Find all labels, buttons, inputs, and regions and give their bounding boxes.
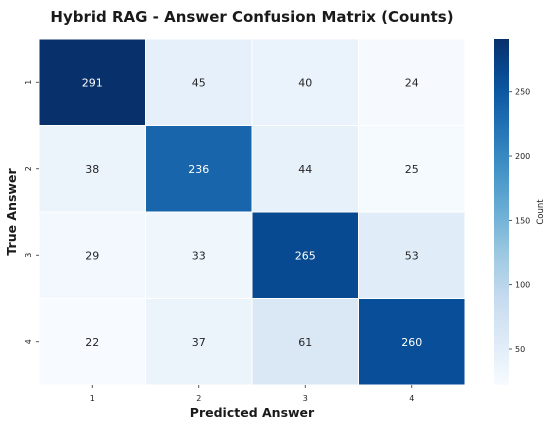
cell-value-label: 38: [85, 163, 99, 176]
cell-value-label: 291: [82, 76, 103, 89]
heatmap-cells: 291 45 40 24 38 236 44 25 29 33 265 53 22 37 61 260: [38, 38, 466, 386]
x-tick-label: 3: [303, 394, 308, 403]
colorbar-gradient: [494, 39, 509, 385]
heatmap-cell: [251, 298, 359, 386]
heatmap-cell: [358, 38, 466, 126]
cell-value-label: 265: [295, 249, 316, 262]
y-tick-label: 2: [24, 166, 33, 171]
heatmap-cell: [145, 38, 253, 126]
y-tick-label: 1: [24, 80, 33, 85]
cell-value-label: 29: [85, 249, 99, 262]
cell-value-label: 40: [298, 76, 312, 89]
x-tick-labels: 1 2 3 4: [90, 385, 414, 403]
cell-value-label: 24: [405, 76, 419, 89]
y-tick-labels: 1 2 3 4: [24, 80, 39, 344]
colorbar-tick-label: 50: [515, 345, 525, 354]
heatmap-cell: [145, 298, 253, 386]
heatmap-cell: [145, 125, 253, 213]
x-tick-label: 4: [409, 394, 414, 403]
heatmap-cell: [145, 211, 253, 299]
heatmap-cell: [38, 298, 146, 386]
cell-value-label: 25: [405, 163, 419, 176]
cell-value-label: 33: [192, 249, 206, 262]
cell-value-label: 53: [405, 249, 419, 262]
y-tick-label: 3: [24, 253, 33, 258]
cell-value-label: 45: [192, 76, 206, 89]
cell-value-label: 260: [401, 336, 422, 349]
chart-title: Hybrid RAG - Answer Confusion Matrix (Co…: [50, 8, 453, 26]
y-axis-label: True Answer: [4, 168, 19, 256]
x-tick-label: 2: [196, 394, 201, 403]
heatmap-cell: [38, 125, 146, 213]
heatmap-cell: [38, 38, 146, 126]
y-tick-label: 4: [24, 339, 33, 344]
heatmap-cell: [358, 298, 466, 386]
colorbar: 50 100 150 200 250 Count: [494, 39, 546, 385]
heatmap-cell: [358, 211, 466, 299]
cell-value-label: 44: [298, 163, 312, 176]
heatmap-cell: [358, 125, 466, 213]
heatmap-cell: [251, 38, 359, 126]
cell-value-label: 37: [192, 336, 206, 349]
colorbar-label: Count: [536, 199, 546, 225]
colorbar-tick-label: 250: [515, 88, 530, 97]
x-axis-label: Predicted Answer: [190, 405, 315, 420]
colorbar-tick-label: 200: [515, 152, 530, 161]
cell-value-label: 22: [85, 336, 99, 349]
x-tick-label: 1: [90, 394, 95, 403]
colorbar-tick-label: 150: [515, 216, 530, 225]
cell-value-label: 61: [298, 336, 312, 349]
colorbar-tick-label: 100: [515, 281, 530, 290]
cell-value-label: 236: [188, 163, 209, 176]
